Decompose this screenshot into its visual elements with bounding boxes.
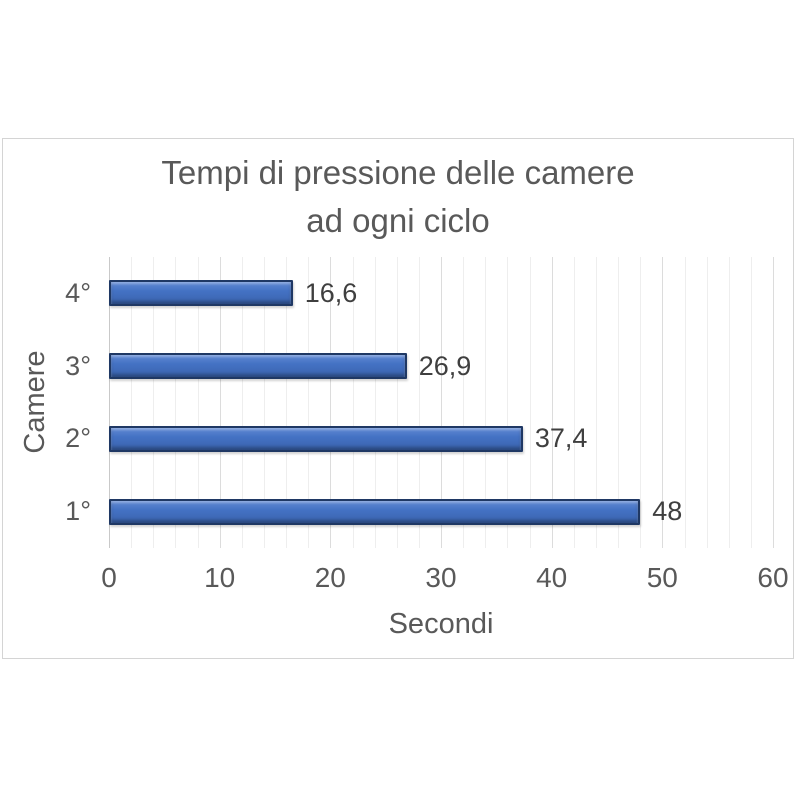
category-label: 3°: [65, 350, 91, 381]
gridline-minor: [153, 257, 155, 548]
gridline-minor: [750, 257, 752, 548]
value-label: 37,4: [534, 423, 588, 454]
plot-area: Secondi Camere 16,6 4° 26,9 3° 37,4 2° 48 1° 0 10…: [19, 257, 789, 640]
chart-title-line-1: Tempi di pressione delle camere: [161, 154, 635, 191]
bar-1°: [109, 498, 641, 525]
gridline-major: [662, 257, 664, 548]
gridline-minor: [396, 257, 398, 548]
gridline-major: [441, 257, 442, 548]
x-axis-title: Secondi: [388, 608, 494, 640]
gridline-minor: [728, 257, 730, 548]
gridline-minor: [131, 257, 133, 548]
bar-2°: [109, 425, 523, 452]
x-tick-label: 50: [646, 562, 678, 593]
value-label: 16,6: [304, 277, 358, 308]
x-tick-label: 10: [204, 562, 236, 593]
x-tick-label: 0: [101, 562, 117, 593]
gridline-minor: [684, 257, 686, 548]
gridline-minor: [595, 257, 597, 548]
gridline-minor: [706, 257, 708, 548]
value-label: 48: [652, 496, 683, 527]
gridline-major: [330, 257, 332, 548]
gridline-minor: [175, 257, 177, 548]
y-axis-line: [109, 257, 110, 548]
x-tick-label: 20: [314, 562, 346, 593]
gridline-minor: [241, 257, 243, 548]
gridline-minor: [418, 257, 420, 548]
chart-title-line-2: ad ogni ciclo: [306, 202, 490, 239]
x-tick-label: 60: [757, 562, 789, 593]
x-tick-label: 30: [425, 562, 457, 593]
chart-frame: Tempi di pressione delle camere ad ogni …: [2, 138, 794, 659]
gridline-minor: [197, 257, 199, 548]
gridline-minor: [573, 257, 575, 548]
value-label: 26,9: [418, 350, 472, 381]
gridline-major: [219, 257, 221, 548]
bar-4°: [109, 280, 293, 307]
gridline-minor: [286, 257, 288, 548]
category-label: 2°: [65, 423, 91, 454]
gridline-minor: [352, 257, 354, 548]
gridline-major: [773, 257, 774, 548]
gridline-minor: [640, 257, 642, 548]
gridline-major: [551, 257, 553, 548]
gridline-minor: [485, 257, 487, 548]
gridline-minor: [463, 257, 465, 548]
bar-3°: [109, 353, 407, 380]
gridline-minor: [374, 257, 376, 548]
category-label: 4°: [65, 277, 91, 308]
gridline-minor: [507, 257, 509, 548]
gridline-minor: [618, 257, 620, 548]
category-label: 1°: [65, 496, 91, 527]
gridline-minor: [263, 257, 265, 548]
gridline-minor: [529, 257, 531, 548]
chart-title: Tempi di pressione delle camere ad ogni …: [3, 149, 793, 245]
x-tick-label: 40: [536, 562, 568, 593]
gridline-minor: [308, 257, 310, 548]
